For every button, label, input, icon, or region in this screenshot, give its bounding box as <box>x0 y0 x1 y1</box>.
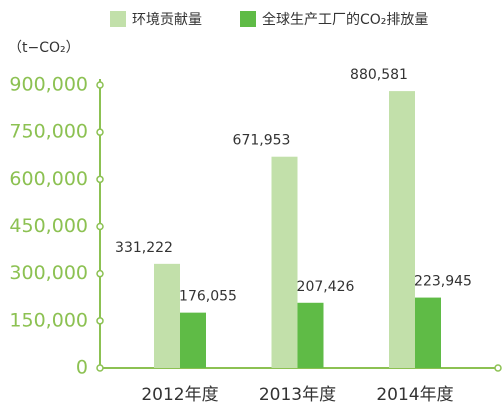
bar <box>271 156 298 368</box>
value-label: 176,055 <box>179 289 237 305</box>
bar <box>297 302 324 368</box>
bar <box>154 263 180 368</box>
value-label: 207,426 <box>297 279 355 295</box>
axis-end <box>494 364 502 372</box>
y-tick-label: 600,000 <box>9 168 88 190</box>
x-tick-label: 2013年度 <box>259 385 336 405</box>
value-label: 880,581 <box>350 67 408 83</box>
bar <box>415 297 441 368</box>
y-tick <box>96 81 104 89</box>
y-tick <box>96 317 104 325</box>
x-tick-label: 2014年度 <box>376 385 453 405</box>
y-tick <box>96 175 104 184</box>
y-tick <box>96 269 104 278</box>
y-tick <box>96 364 104 372</box>
value-label: 671,953 <box>233 133 291 149</box>
y-tick <box>96 222 104 231</box>
y-tick-label: 150,000 <box>9 309 88 331</box>
bar <box>389 91 415 368</box>
x-tick-label: 2012年度 <box>141 385 218 405</box>
y-tick <box>96 128 104 136</box>
legend-swatch <box>110 11 126 27</box>
y-tick-label: 300,000 <box>9 262 88 284</box>
y-tick-label: 450,000 <box>9 215 88 237</box>
y-tick-label: 750,000 <box>9 121 88 143</box>
y-tick-label: 900,000 <box>9 74 88 96</box>
bar <box>180 312 206 368</box>
legend-swatch <box>240 11 256 27</box>
unit-label: （t−CO₂） <box>8 40 80 56</box>
value-label: 223,945 <box>414 274 472 290</box>
legend-label: 环境贡献量 <box>132 12 202 28</box>
legend-label: 全球生产工厂的CO₂排放量 <box>262 11 428 28</box>
y-tick-label: 0 <box>76 357 88 379</box>
value-label: 331,222 <box>115 240 173 256</box>
